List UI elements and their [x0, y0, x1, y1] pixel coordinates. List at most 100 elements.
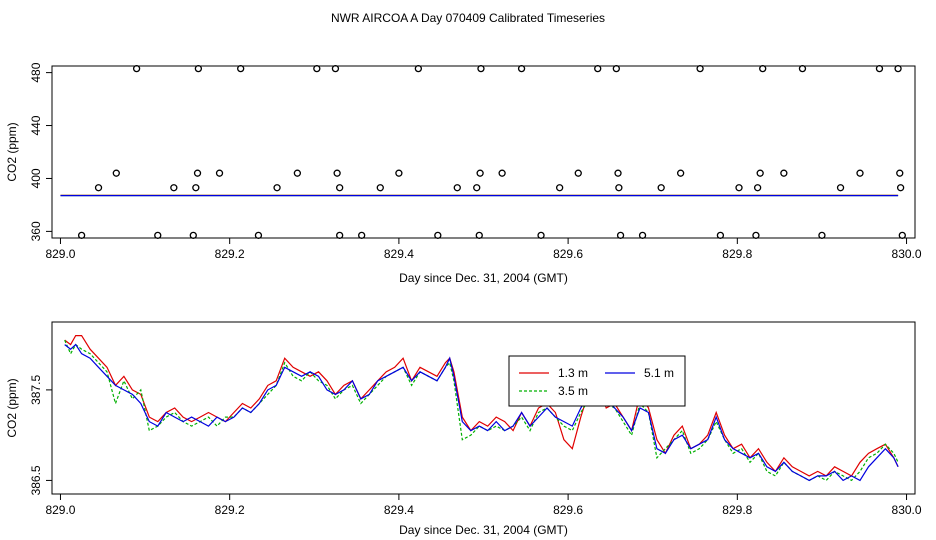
panel-bottom-frame — [51, 321, 916, 495]
scatter-point — [331, 64, 340, 73]
scatter-point — [498, 169, 506, 177]
panel-top-xlabel: Day since Dec. 31, 2004 (GMT) — [399, 271, 568, 285]
scatter-point — [476, 169, 484, 177]
series-line-3 — [64, 343, 899, 482]
scatter-point — [818, 231, 826, 240]
x-tick-label: 829.2 — [215, 247, 245, 261]
y-tick-label: 440 — [29, 115, 43, 135]
scatter-point — [517, 64, 526, 73]
series-line-1 — [64, 335, 899, 477]
scatter-point — [215, 169, 224, 177]
scatter-point — [313, 64, 321, 73]
x-tick-label: 830.0 — [892, 503, 922, 517]
scatter-point — [753, 184, 762, 192]
panel-top-frame — [51, 65, 916, 239]
scatter-point — [614, 169, 622, 177]
legend-label-3: 5.1 m — [644, 366, 674, 380]
scatter-point — [894, 64, 902, 73]
scatter-point — [273, 184, 281, 192]
scatter-point — [759, 64, 767, 73]
scatter-point — [254, 231, 263, 240]
legend-label-2: 3.5 m — [558, 384, 588, 398]
scatter-point — [477, 64, 485, 73]
scatter-point — [638, 231, 647, 240]
scatter-point — [170, 184, 178, 192]
scatter-point — [194, 64, 203, 73]
scatter-point — [752, 231, 760, 240]
scatter-point — [358, 231, 366, 240]
x-tick-label: 830.0 — [892, 247, 922, 261]
y-tick-label: 360 — [29, 221, 43, 241]
panel-top-points — [77, 64, 906, 240]
scatter-point — [898, 231, 906, 240]
scatter-point — [376, 184, 384, 192]
x-tick-label: 829.6 — [553, 247, 583, 261]
scatter-point — [612, 64, 620, 73]
scatter-point — [154, 231, 162, 240]
x-tick-label: 829.2 — [215, 503, 245, 517]
scatter-point — [716, 231, 725, 240]
y-tick-label: 387.5 — [29, 375, 43, 405]
x-tick-label: 829.4 — [384, 503, 414, 517]
scatter-point — [237, 64, 245, 73]
scatter-point — [414, 64, 423, 73]
scatter-point — [336, 184, 344, 192]
scatter-point — [616, 231, 625, 240]
scatter-point — [77, 231, 86, 240]
scatter-point — [594, 64, 602, 73]
scatter-point — [132, 64, 141, 73]
scatter-point — [696, 64, 704, 73]
scatter-point — [836, 184, 845, 192]
panel-top-x-axis: 829.0 829.2 829.4 829.6 829.8 830.0 — [45, 238, 922, 261]
scatter-point — [192, 184, 200, 192]
scatter-point — [112, 169, 120, 177]
legend: 1.3 m 5.1 m 3.5 m — [508, 355, 686, 407]
panel-bottom-ylabel: CO2 (ppm) — [5, 378, 19, 437]
x-tick-label: 829.8 — [722, 247, 752, 261]
x-tick-label: 829.0 — [45, 503, 75, 517]
scatter-point — [395, 169, 403, 177]
scatter-point — [293, 169, 302, 177]
scatter-point — [189, 231, 197, 240]
panel-bottom-xlabel: Day since Dec. 31, 2004 (GMT) — [399, 523, 568, 537]
scatter-point — [434, 231, 442, 240]
y-tick-label: 400 — [29, 168, 43, 188]
legend-label-1: 1.3 m — [558, 366, 588, 380]
panel-top: 829.0 829.2 829.4 829.6 829.8 830.0 360 400 440… — [5, 62, 922, 285]
x-tick-label: 829.6 — [553, 503, 583, 517]
scatter-point — [896, 169, 904, 177]
y-tick-label: 480 — [29, 62, 43, 82]
chart-title: NWR AIRCOA A Day 070409 Calibrated Times… — [331, 11, 605, 25]
scatter-point — [615, 184, 623, 192]
series-line-2 — [64, 339, 899, 482]
x-tick-label: 829.0 — [45, 247, 75, 261]
scatter-point — [780, 169, 788, 177]
scatter-point — [475, 231, 483, 240]
scatter-point — [875, 64, 884, 73]
scatter-point — [735, 184, 743, 192]
scatter-point — [333, 169, 341, 177]
scatter-point — [856, 169, 864, 177]
scatter-point — [676, 169, 685, 177]
scatter-point — [193, 169, 202, 177]
scatter-point — [537, 231, 545, 240]
legend-box — [508, 355, 686, 407]
scatter-point — [94, 184, 103, 192]
scatter-point — [574, 169, 582, 177]
scatter-point — [473, 184, 481, 192]
panel-bottom-x-axis: 829.0 829.2 829.4 829.6 829.8 830.0 — [45, 494, 922, 517]
panel-bottom-lines — [64, 335, 899, 482]
x-tick-label: 829.8 — [722, 503, 752, 517]
panel-top-ylabel: CO2 (ppm) — [5, 122, 19, 181]
scatter-point — [756, 169, 764, 177]
scatter-point — [657, 184, 665, 192]
scatter-point — [896, 184, 905, 192]
scatter-point — [453, 184, 461, 192]
y-tick-label: 386.5 — [29, 465, 43, 495]
scatter-point — [555, 184, 564, 192]
scatter-point — [798, 64, 807, 73]
panel-bottom: 829.0 829.2 829.4 829.6 829.8 830.0 386.5 387.… — [5, 321, 922, 537]
scatter-point — [336, 231, 344, 240]
panel-bottom-y-axis: 386.5 387.5 — [29, 375, 52, 495]
